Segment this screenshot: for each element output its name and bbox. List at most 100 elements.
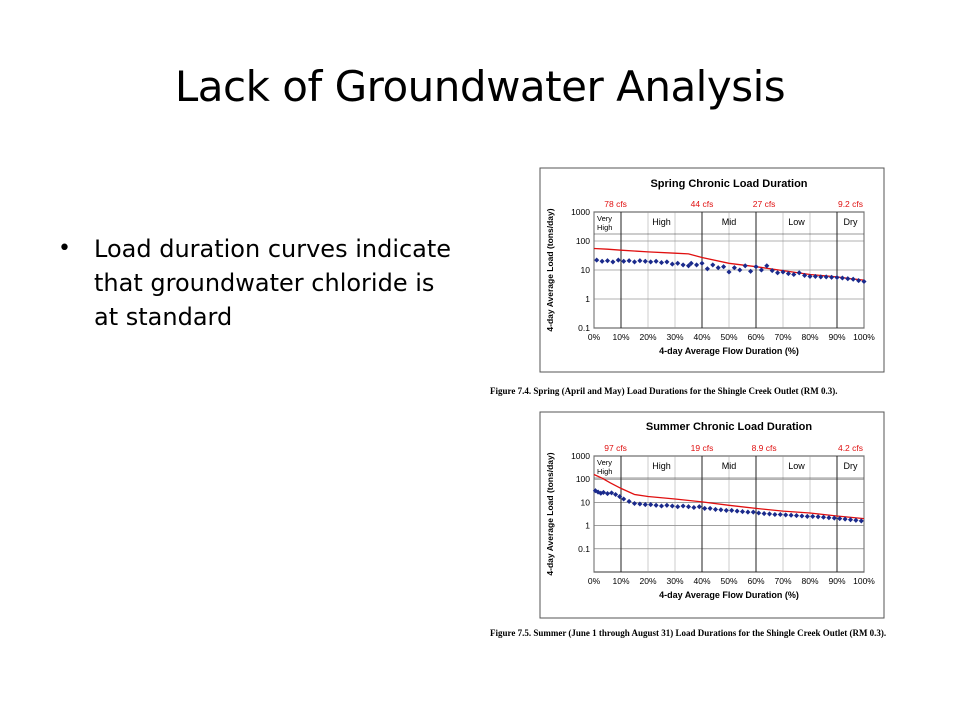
zone-label: Low bbox=[788, 217, 805, 227]
data-point bbox=[775, 270, 781, 276]
data-point bbox=[796, 270, 802, 276]
data-point bbox=[653, 258, 659, 264]
data-point bbox=[837, 516, 843, 522]
data-point bbox=[685, 263, 692, 269]
bullet-dot: • bbox=[58, 236, 71, 261]
data-point bbox=[780, 269, 786, 275]
data-point bbox=[658, 503, 665, 509]
data-point bbox=[731, 265, 737, 271]
data-point bbox=[712, 506, 719, 512]
data-point bbox=[631, 500, 638, 507]
data-point bbox=[847, 517, 854, 523]
data-point bbox=[777, 511, 783, 518]
data-point bbox=[785, 271, 791, 277]
x-tick-label: 80% bbox=[801, 332, 818, 342]
x-tick-label: 60% bbox=[747, 576, 764, 586]
x-tick-label: 70% bbox=[774, 576, 791, 586]
x-tick-label: 80% bbox=[801, 576, 818, 586]
x-tick-label: 60% bbox=[747, 332, 764, 342]
y-tick-label: 1 bbox=[585, 521, 590, 531]
x-tick-label: 100% bbox=[853, 576, 875, 586]
flow-label: 44 cfs bbox=[691, 199, 714, 209]
data-point bbox=[815, 514, 821, 520]
y-tick-label: 0.1 bbox=[578, 544, 590, 554]
x-tick-label: 30% bbox=[666, 332, 683, 342]
data-point bbox=[694, 262, 700, 268]
data-point bbox=[764, 263, 770, 269]
zone-label: Dry bbox=[844, 461, 858, 471]
data-point bbox=[761, 511, 767, 517]
data-point bbox=[756, 510, 762, 516]
data-point bbox=[802, 272, 808, 278]
data-point bbox=[820, 514, 827, 520]
data-point bbox=[831, 515, 837, 521]
zone-label-very-high: High bbox=[597, 467, 612, 476]
x-tick-label: 50% bbox=[720, 576, 737, 586]
data-point bbox=[737, 267, 743, 273]
data-point bbox=[818, 274, 824, 280]
x-tick-label: 40% bbox=[693, 332, 710, 342]
flow-label: 4.2 cfs bbox=[838, 443, 863, 453]
data-point bbox=[599, 258, 605, 264]
zone-label: Dry bbox=[844, 217, 858, 227]
data-point bbox=[688, 260, 694, 266]
zone-label: High bbox=[652, 217, 671, 227]
zone-label: Mid bbox=[722, 461, 737, 471]
bullet-text: Load duration curves indicate that groun… bbox=[94, 235, 452, 331]
data-point bbox=[726, 269, 732, 275]
y-tick-label: 10 bbox=[581, 265, 591, 275]
zone-label: Low bbox=[788, 461, 805, 471]
chart-title: Summer Chronic Load Duration bbox=[646, 421, 813, 433]
slide-title: Lack of Groundwater Analysis bbox=[174, 62, 786, 111]
data-point bbox=[637, 258, 643, 264]
x-tick-label: 0% bbox=[588, 332, 601, 342]
data-point bbox=[621, 258, 627, 264]
x-tick-label: 10% bbox=[612, 332, 629, 342]
y-tick-label: 100 bbox=[576, 236, 590, 246]
x-tick-label: 30% bbox=[666, 576, 683, 586]
flow-label: 78 cfs bbox=[604, 199, 627, 209]
data-point bbox=[723, 507, 729, 513]
data-point bbox=[788, 512, 794, 518]
data-point bbox=[710, 262, 716, 268]
flow-label: 9.2 cfs bbox=[838, 199, 863, 209]
data-point bbox=[750, 509, 756, 515]
x-axis-label: 4-day Average Flow Duration (%) bbox=[659, 346, 799, 356]
data-point bbox=[669, 503, 675, 509]
y-tick-label: 0.1 bbox=[578, 323, 590, 333]
y-axis-label: 4-day Average Load (tons/day) bbox=[545, 452, 555, 575]
data-point bbox=[842, 516, 848, 522]
flow-label: 19 cfs bbox=[691, 443, 714, 453]
data-point bbox=[793, 513, 800, 519]
zone-label-very-high: High bbox=[597, 223, 612, 232]
y-tick-label: 1 bbox=[585, 294, 590, 304]
data-point bbox=[613, 491, 619, 498]
y-tick-label: 10 bbox=[581, 497, 591, 507]
y-tick-label: 100 bbox=[576, 474, 590, 484]
x-tick-label: 50% bbox=[720, 332, 737, 342]
data-point bbox=[642, 258, 648, 264]
load-duration-curve bbox=[593, 473, 865, 520]
data-point bbox=[707, 505, 713, 511]
data-point bbox=[675, 260, 681, 266]
x-tick-label: 90% bbox=[828, 332, 845, 342]
data-point bbox=[748, 268, 754, 274]
data-point bbox=[791, 271, 797, 278]
x-tick-label: 90% bbox=[828, 576, 845, 586]
data-point bbox=[631, 259, 638, 265]
data-point bbox=[829, 274, 835, 280]
data-point bbox=[600, 489, 607, 495]
summer-chart: Summer Chronic Load Duration 0.1 1 10 100 100… bbox=[539, 411, 885, 619]
x-tick-label: 40% bbox=[693, 576, 710, 586]
y-axis-label: 4-day Average Load (tons/day) bbox=[545, 208, 555, 331]
zone-label-very-high: Very bbox=[597, 214, 612, 223]
x-tick-label: 70% bbox=[774, 332, 791, 342]
figure-caption-spring: Figure 7.4. Spring (April and May) Load … bbox=[490, 386, 838, 396]
chart-title: Spring Chronic Load Duration bbox=[650, 178, 807, 190]
data-point bbox=[648, 259, 654, 265]
spring-chart: Spring Chronic Load Duration 0.1 1 10 100 100… bbox=[539, 167, 885, 373]
y-tick-label: 1000 bbox=[571, 207, 590, 217]
x-tick-label: 20% bbox=[639, 332, 656, 342]
data-point bbox=[680, 262, 686, 268]
